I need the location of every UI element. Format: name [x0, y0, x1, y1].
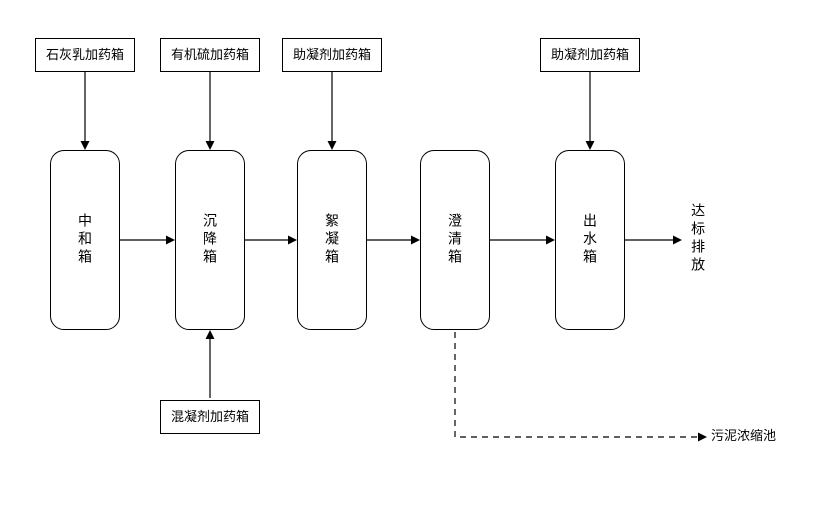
- process-box-neutralization: 中和箱: [50, 150, 120, 330]
- dosing-box-coagulant: 混凝剂加药箱: [160, 400, 260, 434]
- dosing-box-organic-sulfur: 有机硫加药箱: [160, 38, 260, 72]
- process-label-flocculation: 絮凝箱: [324, 213, 340, 267]
- dosing-label-organic-sulfur: 有机硫加药箱: [171, 48, 249, 63]
- process-label-neutralization: 中和箱: [77, 213, 93, 267]
- dosing-label-coagaid-2: 助凝剂加药箱: [551, 48, 629, 63]
- process-box-flocculation: 絮凝箱: [297, 150, 367, 330]
- end-label-discharge: 达标排放: [690, 203, 706, 275]
- dosing-label-coagulant: 混凝剂加药箱: [171, 410, 249, 425]
- diagram-canvas: 石灰乳加药箱 有机硫加药箱 助凝剂加药箱 助凝剂加药箱 混凝剂加药箱 中和箱 沉…: [0, 0, 835, 519]
- sludge-label: 污泥浓缩池: [711, 429, 776, 444]
- dosing-box-coagaid-1: 助凝剂加药箱: [282, 38, 382, 72]
- dosing-box-lime: 石灰乳加药箱: [35, 38, 135, 72]
- dosing-label-lime: 石灰乳加药箱: [46, 48, 124, 63]
- process-box-clarification: 澄清箱: [420, 150, 490, 330]
- process-label-effluent: 出水箱: [582, 213, 598, 267]
- dosing-box-coagaid-2: 助凝剂加药箱: [540, 38, 640, 72]
- process-box-settling: 沉降箱: [175, 150, 245, 330]
- dosing-label-coagaid-1: 助凝剂加药箱: [293, 48, 371, 63]
- process-box-effluent: 出水箱: [555, 150, 625, 330]
- process-label-clarification: 澄清箱: [447, 213, 463, 267]
- arrows-overlay: [0, 0, 835, 519]
- process-label-settling: 沉降箱: [202, 213, 218, 267]
- dashed-sludge-path: [455, 332, 705, 437]
